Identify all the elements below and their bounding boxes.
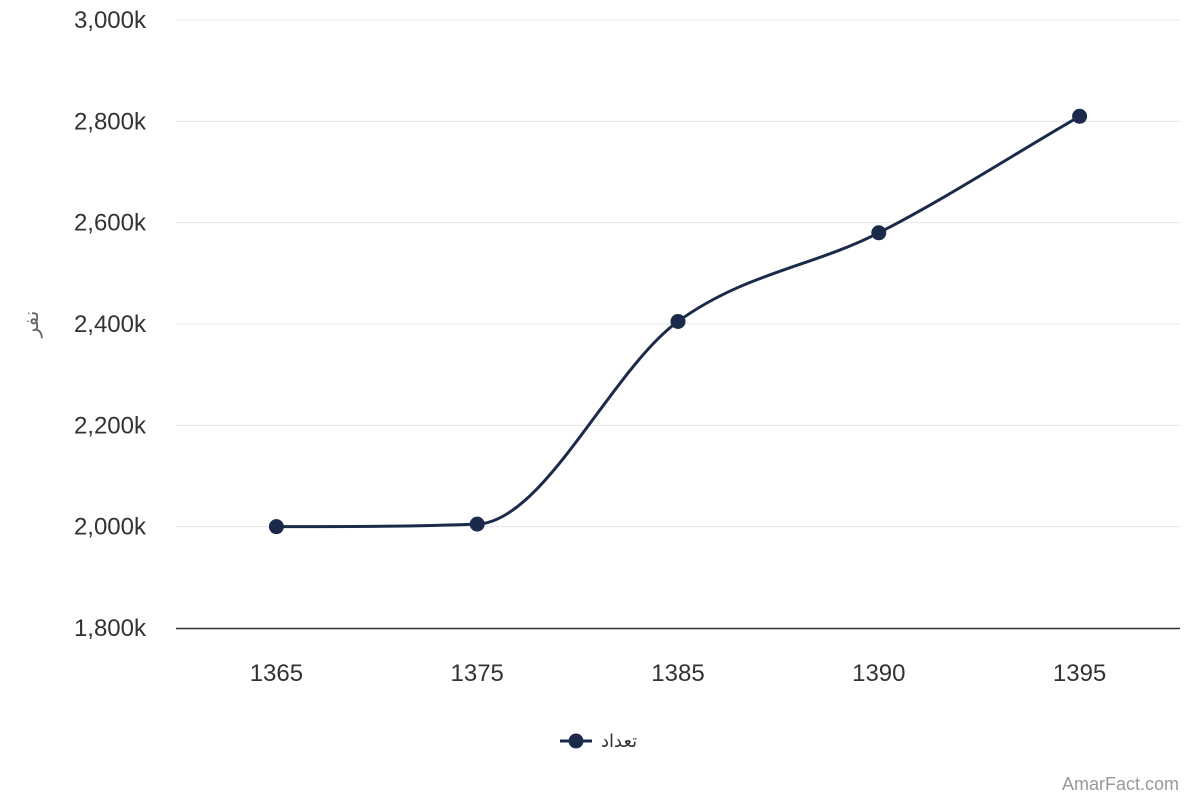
data-point[interactable] xyxy=(268,519,284,535)
y-axis-ticks: 1,800k 2,000k 2,200k 2,400k 2,600k 2,800k 3,00… xyxy=(74,7,147,642)
y-tick-label: 2,600k xyxy=(74,210,147,237)
grid-lines xyxy=(176,19,1180,528)
data-point[interactable] xyxy=(1072,108,1088,124)
x-tick-label: 1365 xyxy=(250,660,303,687)
legend[interactable]: تعداد xyxy=(560,731,637,752)
x-tick-label: 1390 xyxy=(852,660,905,687)
legend-series-label: تعداد xyxy=(601,731,637,752)
data-point[interactable] xyxy=(670,313,686,329)
x-tick-label: 1385 xyxy=(651,660,704,687)
data-point[interactable] xyxy=(469,516,485,532)
y-axis-title: نفر xyxy=(19,311,43,339)
y-tick-label: 2,000k xyxy=(74,514,147,541)
y-tick-label: 2,200k xyxy=(74,412,147,439)
x-tick-label: 1395 xyxy=(1053,660,1106,687)
legend-series-marker xyxy=(568,733,584,749)
x-tick-label: 1375 xyxy=(451,660,504,687)
y-tick-label: 1,800k xyxy=(74,615,147,642)
y-tick-label: 3,000k xyxy=(74,7,147,34)
x-axis-ticks: 1365 1375 1385 1390 1395 xyxy=(250,660,1107,687)
y-tick-label: 2,400k xyxy=(74,311,147,338)
data-point[interactable] xyxy=(871,225,887,241)
series-layer xyxy=(268,108,1088,535)
y-tick-label: 2,800k xyxy=(74,108,147,135)
credit-link[interactable]: AmarFact.com xyxy=(1062,774,1179,794)
